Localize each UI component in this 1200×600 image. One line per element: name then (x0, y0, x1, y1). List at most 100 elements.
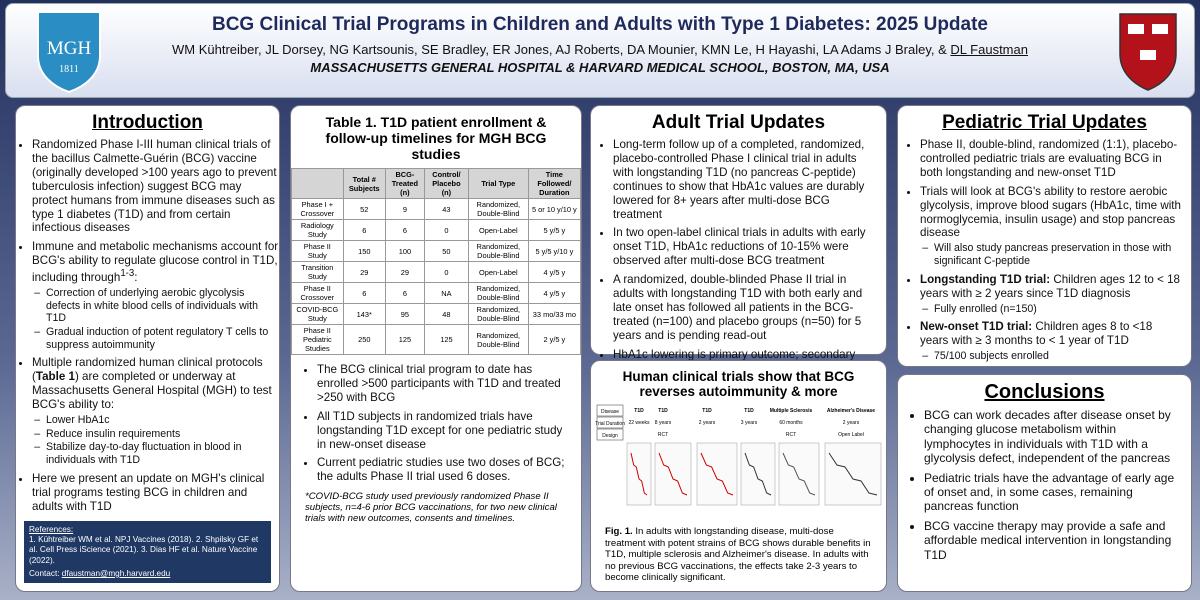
ref-title: References: (29, 524, 74, 534)
pediatric-list: Phase II, double-blind, randomized (1:1)… (898, 138, 1191, 363)
contact-email: dfaustman@mgh.harvard.edu (61, 568, 171, 578)
table-cell: Randomized, Double-Blind (467, 324, 529, 355)
bullet: Phase II, double-blind, randomized (1:1)… (920, 138, 1183, 180)
table-cell: 100 (384, 240, 425, 262)
table-row: Radiology Study 6 6 0 Open-Label 5 y/5 y (291, 219, 582, 241)
sub-list: 75/100 subjects enrolled (920, 350, 1183, 363)
table-cell: 48 (423, 303, 469, 325)
column-label: 8 years (655, 420, 672, 426)
column-label: 3 years (741, 420, 758, 426)
row-label-box (596, 416, 624, 429)
bullet: All T1D subjects in randomized trials ha… (317, 410, 571, 452)
adult-panel: Adult Trial Updates Long-term follow up … (590, 105, 887, 375)
section-title: Pediatric Trial Updates (942, 112, 1147, 133)
column-label: T1D (744, 408, 754, 414)
mgh-logo: MGH 1811 (37, 11, 101, 94)
row-label-box (596, 404, 624, 417)
table-cell: Randomized, Double-Blind (467, 282, 529, 304)
sub-bullet: Stabilize day-to-day fluctuation in bloo… (46, 441, 279, 466)
bullet-bold: New-onset T1D trial: (920, 320, 1033, 334)
figure-caption: Fig. 1. In adults with longstanding dise… (591, 526, 886, 584)
bullet-text: Here we present an update on MGH's clini… (32, 471, 265, 513)
bullet-bold: Longstanding T1D trial: (920, 272, 1051, 286)
table-cell: 95 (384, 303, 425, 325)
table-cell: 125 (423, 324, 469, 355)
plot-frame (626, 442, 652, 506)
bullet: In two open-label clinical trials in adu… (613, 226, 878, 268)
caption-label: Fig. 1. (605, 526, 633, 537)
contact: Contact: dfaustman@mgh.harvard.edu (29, 569, 266, 579)
header: MGH 1811 BCG Clinical Trial Programs in … (5, 3, 1195, 98)
column-header: Trial Type (467, 168, 529, 199)
column-label: Alzheimer's Disease (827, 408, 875, 414)
bullet-text: Immune and metabolic mechanisms account … (32, 240, 279, 285)
table-cell: 5 y/5 y/10 y (527, 240, 582, 262)
column-label: Multiple Sclerosis (770, 408, 813, 414)
table-cell: 43 (423, 198, 469, 220)
bullet: A randomized, double-blinded Phase II tr… (613, 273, 878, 343)
plot-frame (740, 442, 776, 506)
intro-list: Randomized Phase I-III human clinical tr… (16, 138, 279, 514)
conclusions-panel: Conclusions BCG can work decades after d… (897, 374, 1192, 592)
row-label: Design (602, 433, 618, 439)
sub-bullet: Correction of underlying aerobic glycoly… (46, 287, 279, 325)
bullet: New-onset T1D trial: Children ages 8 to … (920, 320, 1183, 363)
column-label: 60 months (779, 420, 803, 426)
column-label: RCT (786, 432, 796, 438)
title: BCG Clinical Trial Programs in Children … (211, 14, 988, 35)
authors: WM Kühtreiber, JL Dorsey, NG Kartsounis,… (116, 42, 1084, 57)
section-title: Introduction (92, 112, 203, 133)
table-row: Phase II Crossover 6 6 NA Randomized, Double… (291, 282, 582, 304)
bullet: Randomized Phase I-III human clinical tr… (32, 138, 279, 235)
pediatric-panel: Pediatric Trial Updates Phase II, double… (897, 105, 1192, 367)
bullet-text: Children ages 12 to < 18 years with ≥ 2 … (920, 272, 1180, 300)
plot-line (782, 452, 816, 496)
sub-bullet: Reduce insulin requirements (46, 428, 279, 441)
bullet-text: Phase II, double-blind, randomized (1:1)… (920, 138, 1178, 179)
table-row: Phase II Study 150 100 50 Randomized, Double… (291, 240, 582, 262)
bullet-bold: Table 1 (35, 370, 75, 384)
column-label: 22 weeks (628, 420, 650, 426)
column-label: Open Label (838, 432, 864, 438)
table-panel: Table 1. T1D patient enrollment & follow… (290, 105, 582, 592)
table-cell: 6 (384, 219, 425, 241)
header-row: Total # Subjects BCG-Treated (n) Control/ … (291, 168, 582, 199)
table: Total # Subjects BCG-Treated (n) Control/ … (291, 168, 582, 355)
sub-bullet: Lower HbA1c (46, 414, 279, 427)
table-cell: 4 y/5 y (527, 282, 582, 304)
bullet: Immune and metabolic mechanisms account … (32, 240, 279, 351)
adult-list: Long-term follow up of a completed, rand… (591, 138, 886, 376)
table-bullets: The BCG clinical trial program to date h… (291, 363, 581, 484)
table-cell: 2 y/5 y (527, 324, 582, 355)
plot-line (630, 452, 648, 496)
table-cell: 5 or 10 y/10 y (527, 198, 582, 220)
plot-line (658, 452, 688, 496)
table-cell: 52 (342, 198, 386, 220)
table-row: Transition Study 29 29 0 Open-Label 4 y/5 y (291, 261, 582, 283)
bullet-text: : (134, 271, 138, 285)
bullet: Longstanding T1D trial: Children ages 12… (920, 273, 1183, 316)
mini-plot (696, 442, 738, 506)
row-label: Trial Duration (595, 421, 625, 427)
row-label: Disease (601, 409, 619, 415)
plot-frame (696, 442, 738, 506)
mini-plot (778, 442, 820, 506)
plot-frame (824, 442, 882, 506)
plot-frame (654, 442, 692, 506)
table-note: *COVID-BCG study used previously randomi… (305, 491, 557, 525)
table-cell: Phase I + Crossover (291, 198, 344, 220)
bullet-text: ) are completed or underway at Massachus… (32, 370, 272, 412)
bullet-text: Multiple randomized human clinical proto… (32, 356, 263, 384)
mini-plot (824, 442, 882, 506)
table-cell: 6 (342, 219, 386, 241)
table-cell: Phase II Crossover (291, 282, 344, 304)
column-header: Time Followed/ Duration (527, 168, 582, 199)
table-cell: Randomized, Double-Blind (467, 303, 529, 325)
column-header: Control/ Placebo (n) (423, 168, 469, 199)
table-cell: 143* (342, 303, 386, 325)
plot-line (744, 452, 772, 496)
table-cell: 5 y/5 y (527, 219, 582, 241)
sub-bullet: Will also study pancreas preservation in… (934, 242, 1183, 267)
sub-bullet: 75/100 subjects enrolled (934, 350, 1183, 363)
table-cell: Phase II Pediatric Studies (291, 324, 344, 355)
